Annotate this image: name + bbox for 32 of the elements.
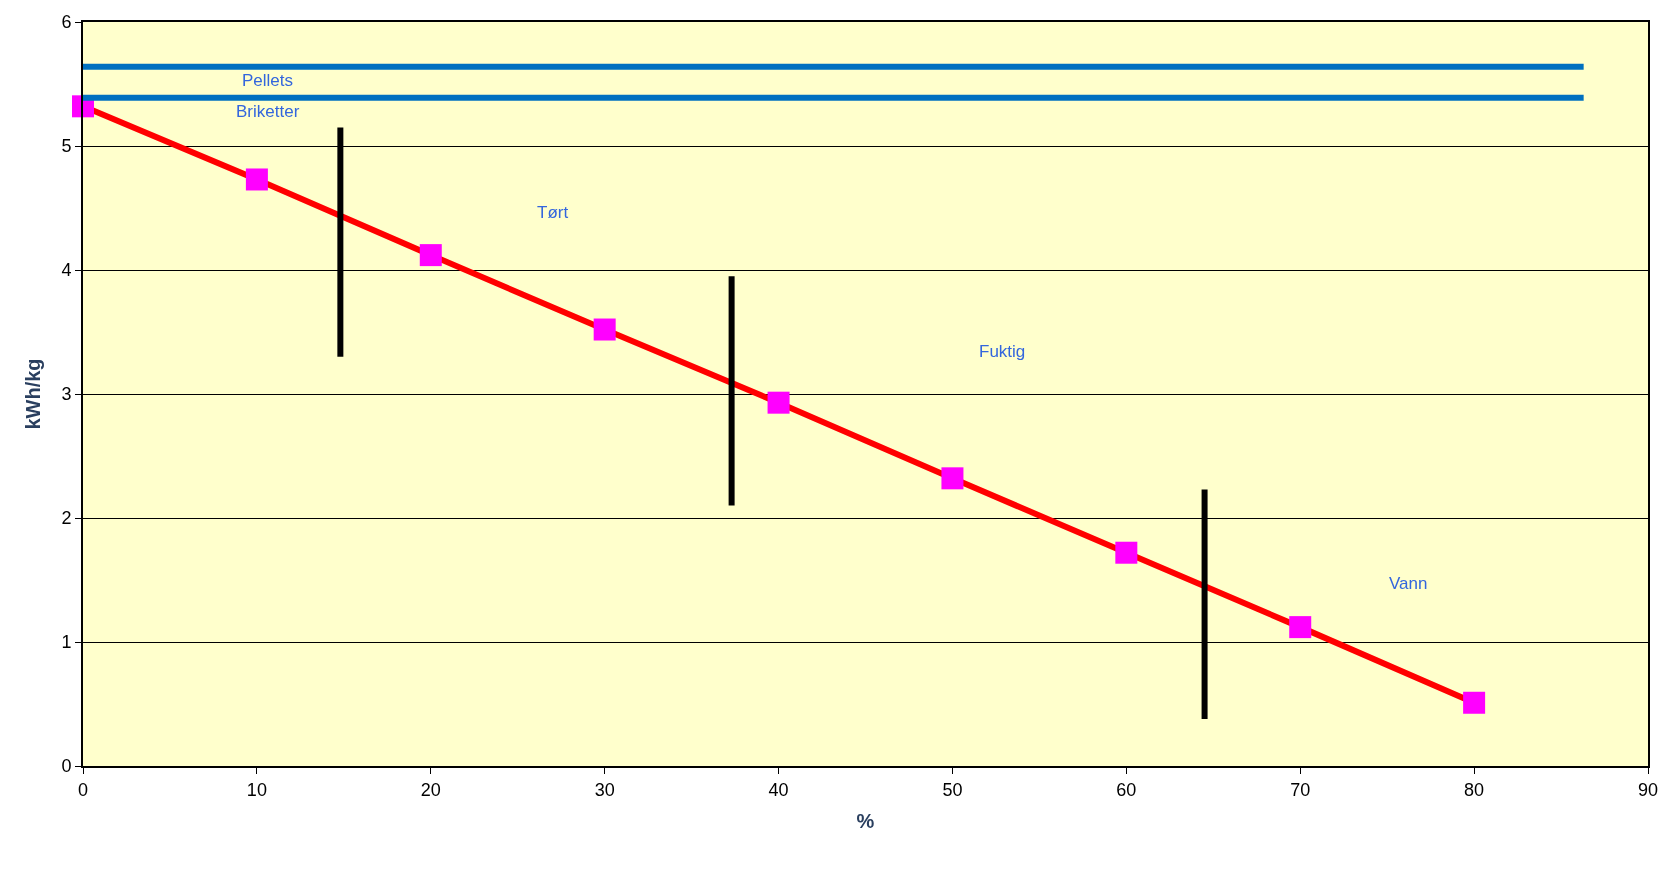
annotation: Vann <box>1389 574 1428 593</box>
point <box>245 168 268 191</box>
x-tick-label: 70 <box>1290 779 1311 800</box>
x-tick-label: 80 <box>1464 779 1485 800</box>
point <box>767 391 790 414</box>
series-label: Pellets <box>242 71 294 90</box>
point <box>1289 616 1312 639</box>
point <box>419 244 442 267</box>
x-tick-label: 90 <box>1637 779 1659 800</box>
y-axis-title: kWh/kg <box>22 358 45 430</box>
series-label: Briketter <box>236 102 300 121</box>
y-tick-label: 4 <box>61 260 72 281</box>
x-tick-label: 40 <box>768 779 789 800</box>
point <box>1115 541 1138 564</box>
x-tick-label: 30 <box>594 779 615 800</box>
x-tick-label: 50 <box>942 779 963 800</box>
x-tick-label: 60 <box>1116 779 1137 800</box>
x-tick-label: 0 <box>77 779 89 800</box>
x-tick-label: 10 <box>246 779 267 800</box>
y-tick-label: 6 <box>61 12 72 33</box>
y-tick-label: 2 <box>61 508 72 529</box>
y-tick-label: 0 <box>61 756 72 777</box>
y-tick-label: 5 <box>61 136 72 157</box>
y-tick-label: 1 <box>61 632 72 653</box>
x-tick-label: 20 <box>420 779 441 800</box>
point <box>1463 691 1486 714</box>
annotation: Fuktig <box>979 342 1026 361</box>
annotation: Tørt <box>537 203 569 222</box>
point <box>593 318 616 341</box>
x-axis-title: % <box>856 809 875 832</box>
point <box>941 467 964 490</box>
y-tick-label: 3 <box>61 384 72 405</box>
